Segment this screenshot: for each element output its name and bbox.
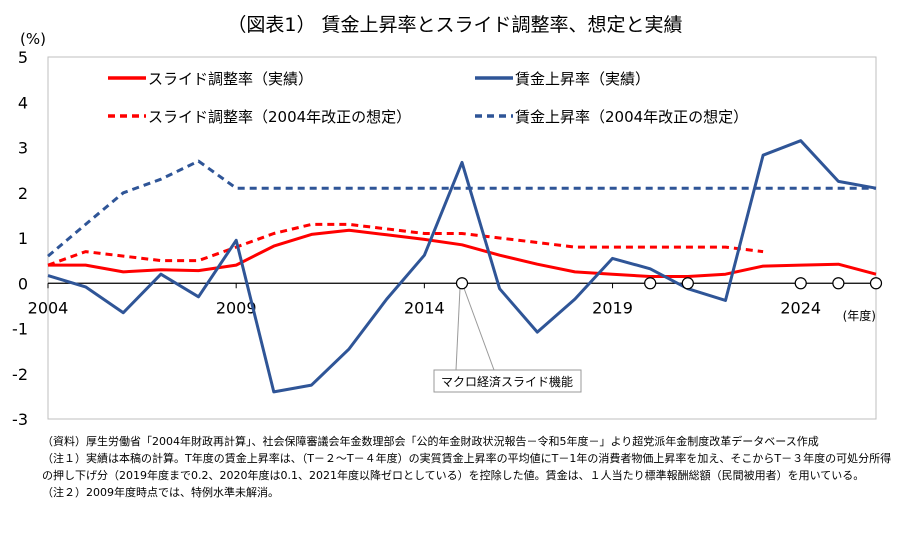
y-tick-label: 2: [18, 184, 28, 203]
x-tick-label: 2024: [780, 298, 821, 317]
annotation-leader-left: [455, 288, 461, 371]
legend-label: 賃金上昇率（実績）: [515, 70, 650, 88]
series-line-3: [47, 222, 764, 267]
annotation-leader-right: [463, 288, 495, 371]
annotation-box: [433, 369, 582, 393]
annotation-text: マクロ経済スライド機能: [441, 374, 573, 389]
x-tick-label: 2014: [404, 298, 445, 317]
markers-layer: [455, 277, 883, 290]
legend-label: 賃金上昇率（2004年改正の想定）: [515, 108, 748, 126]
note-source: （資料）厚生労働省「2004年財政再計算」、社会保障審議会年金数理部会「公的年金…: [42, 435, 819, 448]
series-layer: [47, 139, 877, 394]
series-line-1: [48, 228, 877, 278]
y-tick-label: -2: [12, 365, 28, 384]
series-line-2: [47, 139, 877, 394]
x-tick-label: 2019: [592, 298, 633, 317]
series-line-4: [47, 159, 876, 258]
notes: （資料）厚生労働省「2004年財政再計算」、社会保障審議会年金数理部会「公的年金…: [42, 433, 892, 501]
annotation-layer: マクロ経済スライド機能: [433, 288, 582, 393]
plot-area-border: [47, 56, 877, 420]
legend: スライド調整率（実績） 賃金上昇率（実績） スライド調整率（2004年改正の想定） 賃…: [108, 70, 748, 126]
x-tick-label: 2009: [216, 298, 257, 317]
y-tick-label: 3: [18, 139, 28, 158]
y-tick-label: 5: [18, 48, 28, 67]
macro-slide-marker: [681, 277, 694, 290]
legend-label: スライド調整率（実績）: [148, 70, 313, 88]
note-2: （注２）2009年度時点では、特例水準未解消。: [42, 486, 279, 499]
macro-slide-marker: [869, 277, 883, 290]
macro-slide-marker: [644, 277, 657, 290]
chart-title: （図表1） 賃金上昇率とスライド調整率、想定と実績: [227, 14, 682, 36]
y-tick-label: 1: [18, 229, 28, 248]
macro-slide-marker: [455, 277, 469, 290]
y-tick-label: 4: [18, 93, 28, 112]
y-tick-label: -1: [12, 320, 28, 339]
chart: （図表1） 賃金上昇率とスライド調整率、想定と実績 (%) (年度) 5 4 3 2 1…: [12, 14, 883, 429]
y-tick-labels: 5 4 3 2 1 0 -1 -2 -3: [12, 48, 28, 429]
y-tick-label: 0: [18, 274, 28, 293]
macro-slide-marker: [832, 277, 845, 290]
x-tick-label: 2004: [28, 298, 69, 317]
macro-slide-marker: [794, 277, 807, 290]
note-1: （注１）実績は本稿の計算。T年度の賃金上昇率は、（T－２～T－４年度）の実質賃金…: [42, 452, 892, 482]
legend-label: スライド調整率（2004年改正の想定）: [148, 108, 411, 126]
y-tick-label: -3: [12, 410, 28, 429]
y-axis-label: (%): [20, 30, 46, 48]
x-axis-label: (年度): [843, 308, 876, 323]
